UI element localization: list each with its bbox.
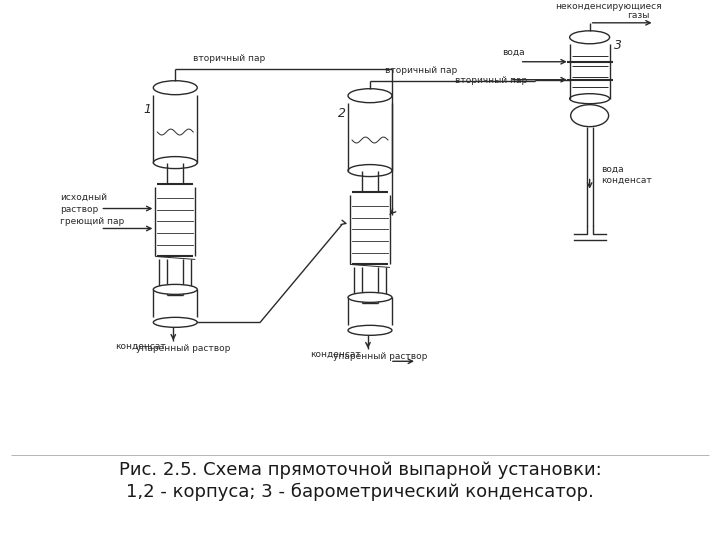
Ellipse shape (348, 325, 392, 335)
Text: греющий пар: греющий пар (60, 218, 125, 226)
Text: конденсат: конденсат (115, 342, 166, 352)
Text: конденсат: конденсат (310, 350, 361, 359)
Text: 1: 1 (143, 103, 151, 116)
Text: 1,2 - корпуса; 3 - барометрический конденсатор.: 1,2 - корпуса; 3 - барометрический конде… (126, 483, 594, 501)
Text: упаренный раствор: упаренный раствор (136, 345, 230, 353)
Text: неконденсирующиеся: неконденсирующиеся (554, 2, 662, 11)
Text: исходный: исходный (60, 193, 107, 201)
Text: вода: вода (502, 48, 524, 57)
Text: раствор: раствор (60, 205, 99, 213)
Text: вторичный пар: вторичный пар (193, 54, 266, 63)
Ellipse shape (153, 285, 197, 294)
Text: 3: 3 (613, 39, 621, 52)
Ellipse shape (348, 292, 392, 302)
Text: Рис. 2.5. Схема прямоточной выпарной установки:: Рис. 2.5. Схема прямоточной выпарной уст… (119, 461, 601, 479)
Text: упаренный раствор: упаренный раствор (333, 352, 427, 361)
Text: вторичный пар: вторичный пар (455, 76, 527, 85)
Text: газы: газы (628, 11, 650, 20)
Text: 2: 2 (338, 107, 346, 120)
Text: вторичный пар: вторичный пар (385, 66, 457, 75)
Ellipse shape (153, 318, 197, 327)
Text: конденсат: конденсат (602, 176, 652, 185)
Text: вода: вода (602, 165, 624, 173)
